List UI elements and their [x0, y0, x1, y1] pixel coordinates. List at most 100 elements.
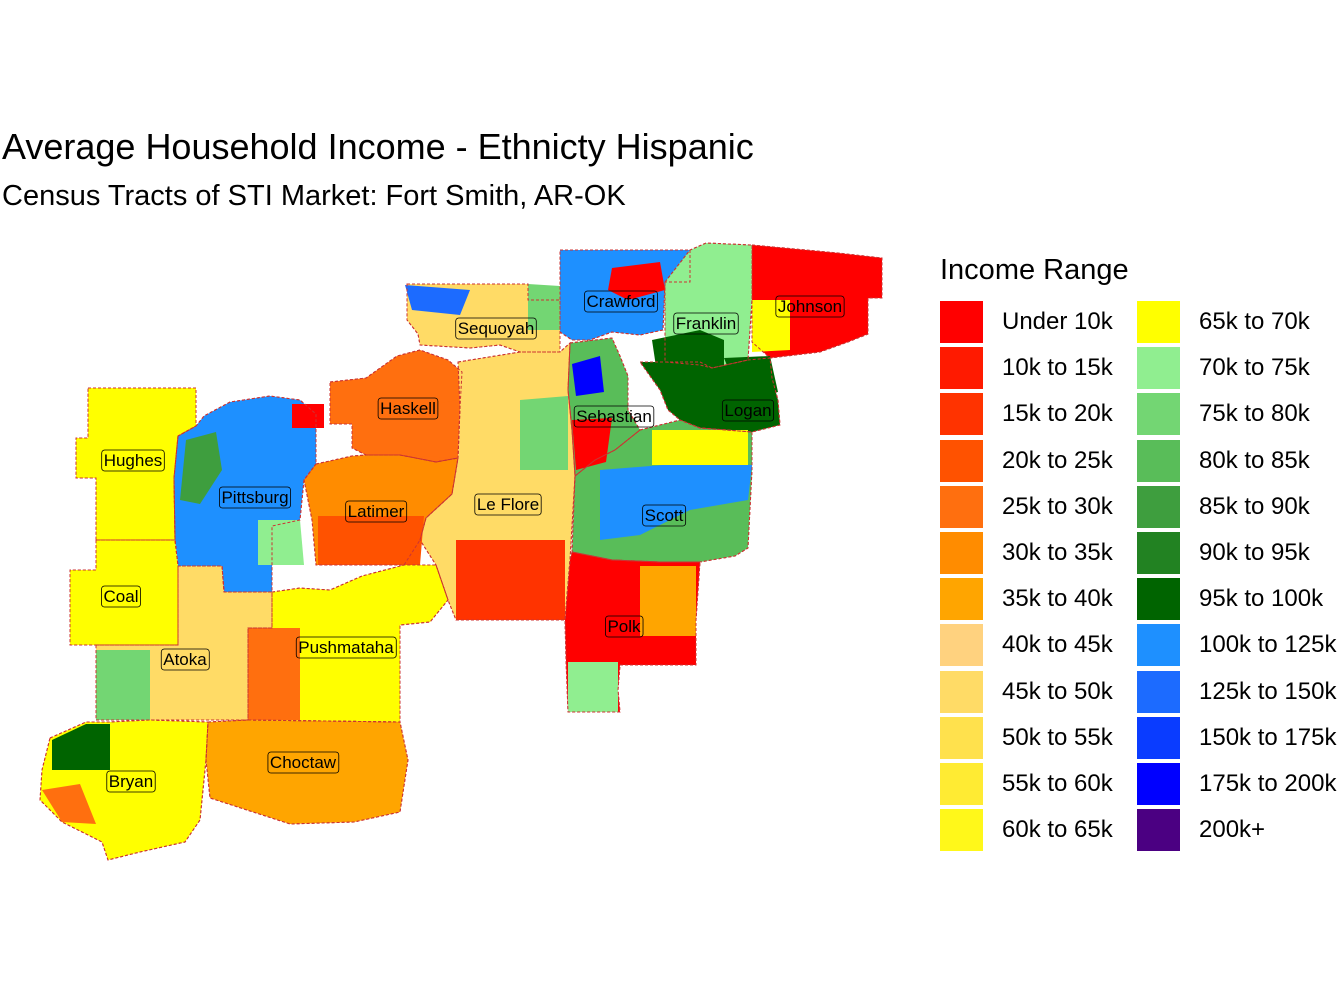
census-tract: [520, 396, 568, 470]
census-tract: [258, 520, 304, 565]
legend-swatch: [940, 670, 983, 713]
county-label-latimer: Latimer: [345, 500, 408, 523]
county-border: [303, 454, 459, 566]
legend-label: 20k to 25k: [1002, 446, 1113, 474]
legend-swatch: [1137, 762, 1180, 805]
county-name: Bryan: [109, 772, 153, 791]
legend-label: 85k to 90k: [1199, 492, 1310, 520]
census-tract: [292, 404, 324, 428]
map-subtitle: Census Tracts of STI Market: Fort Smith,…: [2, 180, 626, 212]
legend-swatch: [940, 809, 983, 852]
legend-swatch: [1137, 485, 1180, 528]
legend-label: 65k to 70k: [1199, 308, 1310, 335]
legend-label: 100k to 125k: [1199, 631, 1337, 659]
county-border: [205, 719, 409, 825]
census-tract: [196, 505, 250, 548]
legend-label: 125k to 150k: [1199, 677, 1337, 705]
legend-label: 70k to 75k: [1199, 354, 1310, 382]
legend-label: 15k to 20k: [1002, 400, 1113, 428]
census-tract: [652, 330, 724, 392]
county-name: Coal: [104, 587, 139, 606]
legend-swatch: [940, 762, 983, 805]
census-tract: [568, 662, 618, 712]
county-border: [559, 249, 691, 341]
county-label-logan: Logan: [721, 399, 775, 422]
legend-label: 95k to 100k: [1199, 585, 1324, 613]
census-tract: [96, 650, 150, 720]
legend-label: 60k to 65k: [1002, 816, 1113, 844]
county-name: Johnson: [778, 297, 842, 316]
legend-label: 80k to 85k: [1199, 446, 1310, 474]
county-border: [39, 719, 209, 861]
county-label-pittsburg: Pittsburg: [219, 486, 291, 509]
county-label-franklin: Franklin: [673, 312, 739, 335]
legend-label: 40k to 45k: [1002, 631, 1113, 659]
county-label-hughes: Hughes: [101, 449, 165, 472]
county-label-box: [474, 493, 542, 516]
county-name: Le Flore: [477, 495, 539, 514]
legend-label: 30k to 35k: [1002, 538, 1113, 566]
county-label-choctaw: Choctaw: [267, 751, 340, 774]
legend-label: Under 10k: [1002, 308, 1113, 335]
census-tract: [572, 576, 640, 636]
census-tract: [210, 724, 290, 790]
legend-swatch: [940, 347, 983, 390]
county-label-box: [584, 290, 658, 313]
county-border: [664, 242, 753, 369]
county-border: [567, 337, 641, 477]
county-border: [639, 357, 781, 433]
census-tract: [405, 285, 470, 315]
census-tract: [248, 628, 300, 720]
county-border: [751, 244, 883, 359]
census-tract: [600, 462, 752, 540]
legend-swatch: [1137, 670, 1180, 713]
census-tract: [318, 516, 424, 565]
census-tract: [572, 356, 604, 396]
county-label-box: [377, 397, 439, 420]
county-border: [419, 341, 576, 621]
county-label-box: [455, 317, 537, 340]
census-tract: [752, 245, 882, 300]
county-label-box: [295, 636, 397, 659]
legend-swatch: [940, 531, 983, 574]
county-label-box: [101, 585, 141, 608]
legend-label: 25k to 30k: [1002, 492, 1113, 520]
census-tract: [42, 784, 96, 824]
county-label-sebastian: Sebastian: [573, 405, 655, 428]
county-label-box: [219, 486, 291, 509]
legend-title: Income Range: [940, 254, 1129, 286]
county-label-johnson: Johnson: [775, 295, 845, 318]
legend-swatch: [940, 439, 983, 482]
legend-swatch: [1137, 439, 1180, 482]
county-name: Sequoyah: [458, 319, 535, 338]
county-labels: Sequoyah Crawford Franklin Johnson Haskell Se…: [101, 290, 845, 793]
choropleth-map: Sequoyah Crawford Franklin Johnson Haskell Se…: [39, 242, 883, 861]
census-tract: [400, 400, 458, 458]
legend-label: 35k to 40k: [1002, 585, 1113, 613]
legend-label: 45k to 50k: [1002, 677, 1113, 705]
legend-label: 175k to 200k: [1199, 769, 1337, 797]
legend-swatch: [1137, 347, 1180, 390]
legend-swatch: [940, 301, 983, 343]
county-label-polk: Polk: [605, 615, 644, 638]
legend-swatch: [1137, 624, 1180, 667]
legend-label: 55k to 60k: [1002, 769, 1113, 797]
legend-label: 10k to 15k: [1002, 354, 1113, 382]
county-label-atoka: Atoka: [160, 648, 210, 671]
legend-swatch: [1137, 531, 1180, 574]
county-border: [75, 387, 197, 541]
county-name: Sebastian: [576, 407, 652, 426]
county-label-box: [345, 500, 408, 523]
map-title: Average Household Income - Ethnicty Hisp…: [2, 126, 754, 167]
county-name: Polk: [607, 617, 641, 636]
legend-swatch: [940, 716, 983, 759]
county-name: Pushmataha: [298, 638, 394, 657]
legend-label: 150k to 175k: [1199, 723, 1337, 751]
county-name: Latimer: [348, 502, 405, 521]
legend-swatch: [1137, 578, 1180, 621]
county-label-box: [605, 615, 644, 638]
census-tract: [640, 566, 696, 636]
census-tract: [528, 284, 560, 330]
county-name: Hughes: [104, 451, 163, 470]
legend-swatch: [940, 578, 983, 621]
